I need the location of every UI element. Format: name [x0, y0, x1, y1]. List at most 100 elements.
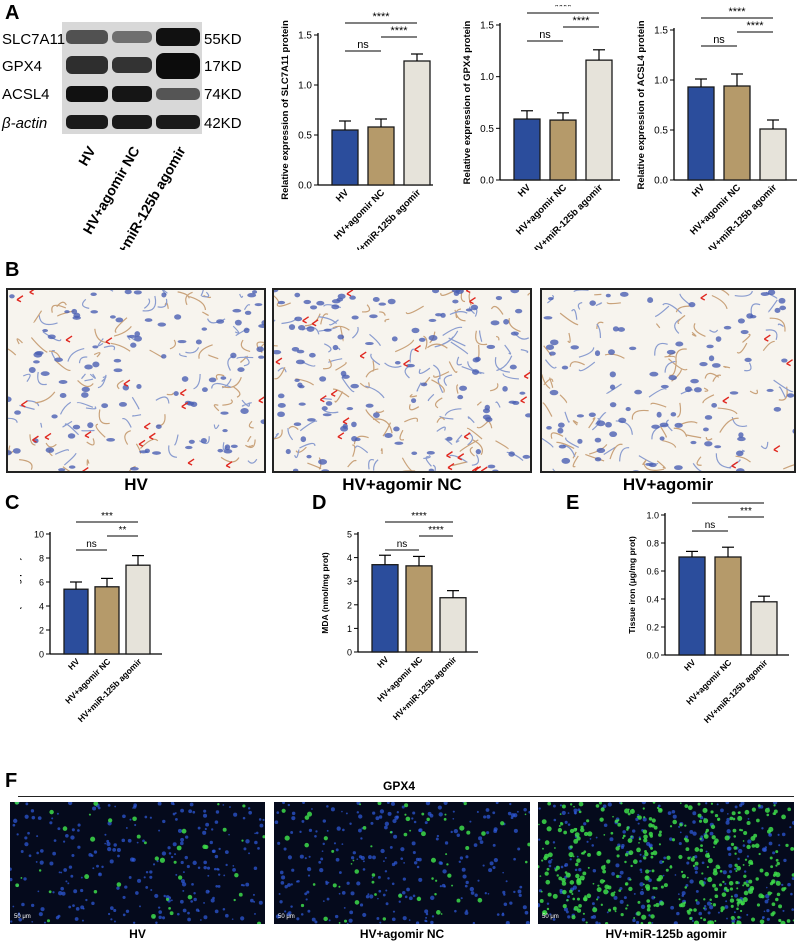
- y-tick-label: 1.0: [654, 76, 668, 87]
- y-tick-label: 5: [347, 530, 352, 540]
- y-tick-label: 1: [347, 624, 352, 634]
- y-axis-label: GSH (umol/g prot): [20, 557, 22, 630]
- y-tick-label: 0.5: [480, 124, 494, 135]
- histology-image-hv: [6, 288, 266, 473]
- western-blot: SLC7A11 GPX4 ACSL4 β-actin 55KD 17KD 74K…: [1, 22, 242, 250]
- fluorescence-title: GPX4: [382, 779, 415, 793]
- fluorescence-image-agomir: 50 μm: [538, 802, 794, 924]
- significance-label: ****: [572, 15, 590, 27]
- significance-label: ****: [411, 511, 427, 522]
- y-tick-label: 0.6: [646, 567, 659, 577]
- bar: [585, 59, 613, 181]
- significance-label: ns: [86, 539, 97, 550]
- bar: [94, 586, 120, 655]
- chart-gpx4: 0.0 0.5 1.0 1.5 Relative expression of GPX4 …: [462, 5, 620, 250]
- bar: [405, 565, 433, 653]
- panel-letter-e: E: [566, 492, 580, 514]
- panel-letter-a: A: [5, 2, 20, 24]
- bar: [714, 556, 742, 656]
- protein-label: β-actin: [1, 115, 47, 132]
- x-tick-label: HV+miR-125b agomir: [391, 654, 459, 722]
- histology-texture: [8, 290, 264, 471]
- bar: [403, 60, 431, 186]
- significance-label: ***: [740, 506, 752, 517]
- size-label: 55KD: [204, 31, 242, 48]
- significance-label: ns: [539, 29, 551, 41]
- bar: [549, 119, 577, 181]
- fluorescence-texture: [274, 802, 530, 924]
- x-tick-label: HV: [516, 182, 534, 200]
- significance-label: ****: [428, 525, 444, 536]
- bar: [513, 118, 541, 181]
- panel-letter-c: C: [5, 492, 20, 514]
- y-axis-label: Relative expression of SLC7A11 protein: [280, 20, 291, 200]
- bar: [371, 564, 399, 653]
- protein-label: ACSL4: [2, 86, 50, 103]
- fluorescence-image-hv: 50 μm: [10, 802, 265, 924]
- y-tick-label: 10: [34, 530, 44, 540]
- fluorescence-divider: [18, 796, 794, 797]
- bar: [367, 126, 395, 186]
- x-tick-label: HV: [375, 654, 391, 670]
- lane-label: HV+miR-125b agomir: [104, 143, 189, 250]
- fluorescence-texture: [538, 802, 794, 924]
- y-tick-label: 1.5: [480, 21, 494, 32]
- significance-label: ***: [722, 497, 734, 503]
- significance-label: ****: [746, 20, 764, 32]
- scale-bar: 50 μm: [278, 914, 295, 920]
- significance-label: ns: [713, 34, 725, 46]
- fluorescence-caption: HV: [129, 927, 146, 941]
- y-tick-label: 8: [39, 554, 44, 564]
- bar: [687, 86, 715, 181]
- histology-texture: [542, 290, 794, 471]
- y-tick-label: 0.5: [654, 126, 668, 137]
- significance-label: ****: [554, 5, 572, 13]
- chart-acsl4: 0.0 0.5 1.0 1.5 Relative expression of ACSL4…: [636, 6, 797, 250]
- chart-slc7a11: 0.0 0.5 1.0 1.5 Relative expression of SLC7A…: [280, 11, 433, 250]
- histology-image-agomir-nc: [272, 288, 532, 473]
- size-label: 17KD: [204, 58, 242, 75]
- y-tick-label: 3: [347, 577, 352, 587]
- significance-label: ****: [372, 11, 390, 23]
- bar: [331, 129, 359, 186]
- y-tick-label: 0: [39, 650, 44, 660]
- significance-label: ns: [357, 39, 369, 51]
- x-tick-label: HV: [682, 657, 698, 673]
- significance-label: ns: [705, 520, 716, 531]
- y-axis-label: Relative expression of GPX4 protein: [462, 20, 473, 184]
- y-tick-label: 0.4: [646, 595, 659, 605]
- y-tick-label: 0.0: [480, 176, 494, 187]
- y-tick-label: 6: [39, 578, 44, 588]
- bar: [439, 597, 467, 653]
- significance-label: **: [119, 525, 127, 536]
- x-tick-label: HV+miR-125b agomir: [702, 657, 770, 725]
- y-tick-label: 1.0: [646, 511, 659, 521]
- x-tick-label: HV: [690, 182, 708, 200]
- histology-image-agomir: [540, 288, 796, 473]
- bar: [750, 601, 778, 656]
- y-tick-label: 4: [39, 602, 44, 612]
- x-tick-label: HV: [334, 187, 352, 205]
- bar: [759, 128, 787, 181]
- protein-label: GPX4: [2, 58, 42, 75]
- y-tick-label: 0.8: [646, 539, 659, 549]
- histology-caption: HV+agomir NC: [342, 475, 462, 494]
- y-tick-label: 2: [347, 600, 352, 610]
- significance-label: ****: [728, 6, 746, 18]
- chart-iron: 0.0 0.2 0.4 0.6 0.8 1.0 Tissue iron (μg/mg pro…: [627, 497, 789, 725]
- y-tick-label: 0.0: [298, 181, 312, 192]
- y-tick-label: 0.2: [646, 623, 659, 633]
- panel-letter-f: F: [5, 770, 18, 792]
- scale-bar: 50 μm: [14, 914, 31, 920]
- panel-letter-d: D: [312, 492, 327, 514]
- fluorescence-caption: HV+agomir NC: [359, 927, 445, 941]
- bar: [723, 85, 751, 181]
- panel-letter-b: B: [5, 259, 20, 281]
- bar: [63, 588, 89, 655]
- significance-label: ns: [397, 539, 408, 550]
- x-tick-label: HV: [66, 656, 82, 672]
- histology-texture: [274, 290, 530, 471]
- fluorescence-image-agomir-nc: 50 μm: [274, 802, 530, 924]
